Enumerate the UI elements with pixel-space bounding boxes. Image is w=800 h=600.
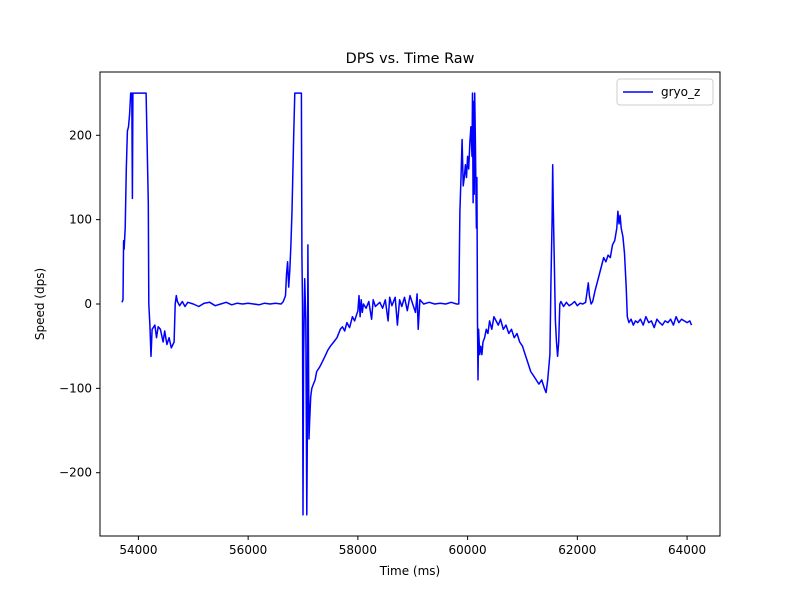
chart-title: DPS vs. Time Raw (346, 51, 475, 67)
x-tick-label: 64000 (668, 543, 706, 557)
y-axis-label: Speed (dps) (33, 268, 47, 340)
x-tick-label: 60000 (449, 543, 487, 557)
x-axis: 54000 56000 58000 60000 62000 64000 (119, 536, 706, 557)
x-tick-label: 56000 (229, 543, 267, 557)
series-line-gryo-z (121, 92, 693, 516)
y-tick-label: 200 (69, 128, 92, 142)
legend-label: gryo_z (661, 85, 700, 99)
y-tick-label: −100 (59, 381, 92, 395)
y-axis: −200 −100 0 100 200 (59, 128, 100, 480)
legend: gryo_z (616, 78, 714, 106)
x-axis-label: Time (ms) (379, 564, 441, 578)
x-tick-label: 62000 (558, 543, 596, 557)
legend-box (616, 78, 714, 106)
y-tick-label: 0 (84, 297, 92, 311)
x-tick-label: 58000 (339, 543, 377, 557)
x-tick-label: 54000 (119, 543, 157, 557)
y-tick-label: −200 (59, 466, 92, 480)
y-tick-label: 100 (69, 213, 92, 227)
